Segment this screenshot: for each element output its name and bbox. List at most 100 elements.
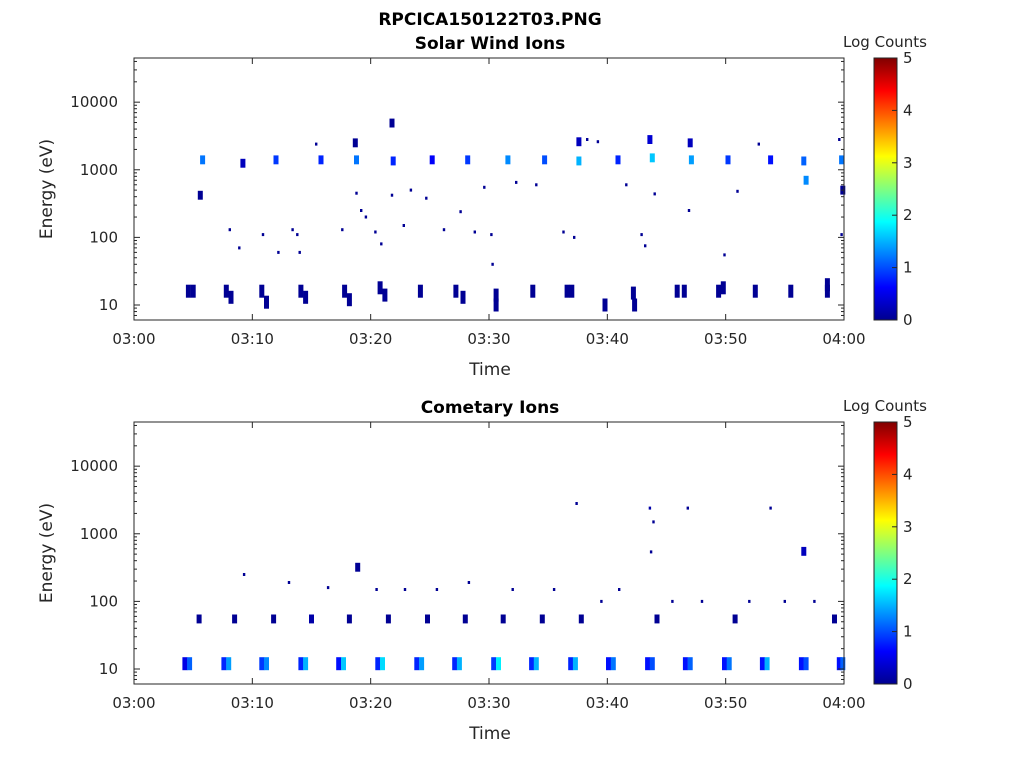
data-cell bbox=[803, 175, 809, 185]
data-cell bbox=[568, 657, 574, 671]
data-cell bbox=[493, 298, 499, 312]
data-speck bbox=[769, 506, 772, 510]
data-cell bbox=[200, 155, 206, 165]
data-speck bbox=[723, 253, 726, 257]
data-cell bbox=[752, 284, 758, 298]
data-cell bbox=[496, 657, 501, 671]
data-cell bbox=[380, 657, 385, 671]
y-axis-label: Energy (eV) bbox=[37, 503, 57, 603]
data-cell bbox=[346, 293, 352, 307]
colorbar-tick-label: 3 bbox=[903, 154, 913, 172]
x-tick-label: 03:20 bbox=[349, 694, 392, 712]
data-cell bbox=[336, 657, 342, 671]
x-tick-label: 03:50 bbox=[704, 694, 747, 712]
data-cell bbox=[309, 614, 314, 624]
data-cell bbox=[564, 284, 570, 298]
data-cell bbox=[722, 657, 727, 671]
data-speck bbox=[341, 228, 344, 232]
data-speck bbox=[277, 250, 280, 254]
data-cell bbox=[824, 278, 830, 292]
data-cell bbox=[606, 657, 611, 671]
colorbar-label: Log Counts bbox=[843, 397, 927, 415]
data-speck bbox=[375, 588, 378, 591]
data-speck bbox=[364, 215, 368, 219]
spectrogram-cells bbox=[185, 118, 846, 312]
data-cell bbox=[223, 284, 229, 298]
colorbar-tick-label: 2 bbox=[903, 206, 913, 224]
data-cell bbox=[425, 614, 430, 624]
data-cell bbox=[303, 290, 309, 304]
data-cell bbox=[354, 155, 359, 165]
data-cell bbox=[542, 155, 548, 165]
data-cell bbox=[505, 155, 511, 165]
data-cell bbox=[221, 657, 227, 671]
y-tick-label: 10000 bbox=[70, 93, 118, 111]
data-speck bbox=[736, 189, 739, 193]
data-speck bbox=[700, 599, 704, 603]
y-tick-label: 10 bbox=[99, 296, 118, 314]
data-cell bbox=[318, 155, 324, 165]
colorbar-label: Log Counts bbox=[843, 33, 927, 51]
data-cell bbox=[465, 155, 471, 165]
x-tick-label: 04:00 bbox=[822, 330, 865, 348]
data-cell bbox=[674, 284, 680, 298]
x-tick-label: 03:10 bbox=[231, 330, 274, 348]
data-speck bbox=[838, 138, 841, 141]
data-cell bbox=[720, 281, 726, 295]
data-cell bbox=[539, 614, 545, 624]
data-cell bbox=[303, 657, 309, 671]
colorbar-tick-label: 3 bbox=[903, 518, 913, 536]
data-speck bbox=[425, 196, 428, 200]
data-cell bbox=[377, 281, 383, 295]
data-cell bbox=[187, 657, 193, 671]
data-cell bbox=[352, 138, 358, 148]
data-speck bbox=[483, 185, 486, 189]
data-speck bbox=[648, 506, 652, 510]
plot-frame bbox=[133, 421, 845, 685]
data-cell bbox=[232, 614, 238, 624]
colorbar bbox=[873, 57, 898, 321]
data-speck bbox=[652, 520, 655, 524]
axis-ticks: 03:00 03:10 03:20 03:30 03:40 03:50 04:00 10 100… bbox=[70, 58, 866, 348]
data-cell bbox=[839, 155, 845, 165]
data-cell bbox=[832, 614, 837, 624]
data-speck bbox=[653, 192, 656, 196]
data-cell bbox=[688, 155, 694, 165]
x-tick-label: 03:50 bbox=[704, 330, 747, 348]
data-cell bbox=[389, 118, 395, 128]
data-cell bbox=[654, 614, 660, 624]
data-cell bbox=[259, 657, 265, 671]
data-cell bbox=[716, 284, 722, 298]
data-speck bbox=[562, 230, 565, 234]
data-cell bbox=[240, 158, 246, 168]
data-speck bbox=[326, 586, 330, 590]
colorbar-tick-label: 0 bbox=[903, 311, 913, 329]
data-speck bbox=[374, 230, 377, 234]
colorbar-tick-label: 1 bbox=[903, 623, 913, 641]
data-cell bbox=[687, 657, 693, 671]
figure-title: RPCICA150122T03.PNG bbox=[378, 10, 601, 30]
data-cell bbox=[759, 657, 765, 671]
data-speck bbox=[596, 140, 600, 144]
y-tick-label: 100 bbox=[89, 228, 118, 246]
data-cell bbox=[682, 657, 688, 671]
data-speck bbox=[552, 588, 556, 591]
data-cell bbox=[615, 155, 621, 165]
data-cell bbox=[453, 284, 459, 298]
data-cell bbox=[645, 657, 651, 671]
data-cell bbox=[801, 546, 807, 556]
y-tick-label: 1000 bbox=[80, 161, 118, 179]
data-cell bbox=[649, 153, 655, 163]
data-cell bbox=[197, 190, 203, 200]
data-speck bbox=[586, 138, 589, 141]
data-speck bbox=[315, 142, 318, 146]
data-speck bbox=[242, 573, 246, 576]
data-speck bbox=[435, 588, 439, 591]
y-tick-label: 10 bbox=[99, 660, 118, 678]
colorbar-tick-label: 0 bbox=[903, 675, 913, 693]
data-speck bbox=[390, 193, 394, 197]
data-speck bbox=[757, 142, 760, 146]
data-speck bbox=[238, 246, 241, 250]
x-tick-label: 03:40 bbox=[586, 694, 629, 712]
